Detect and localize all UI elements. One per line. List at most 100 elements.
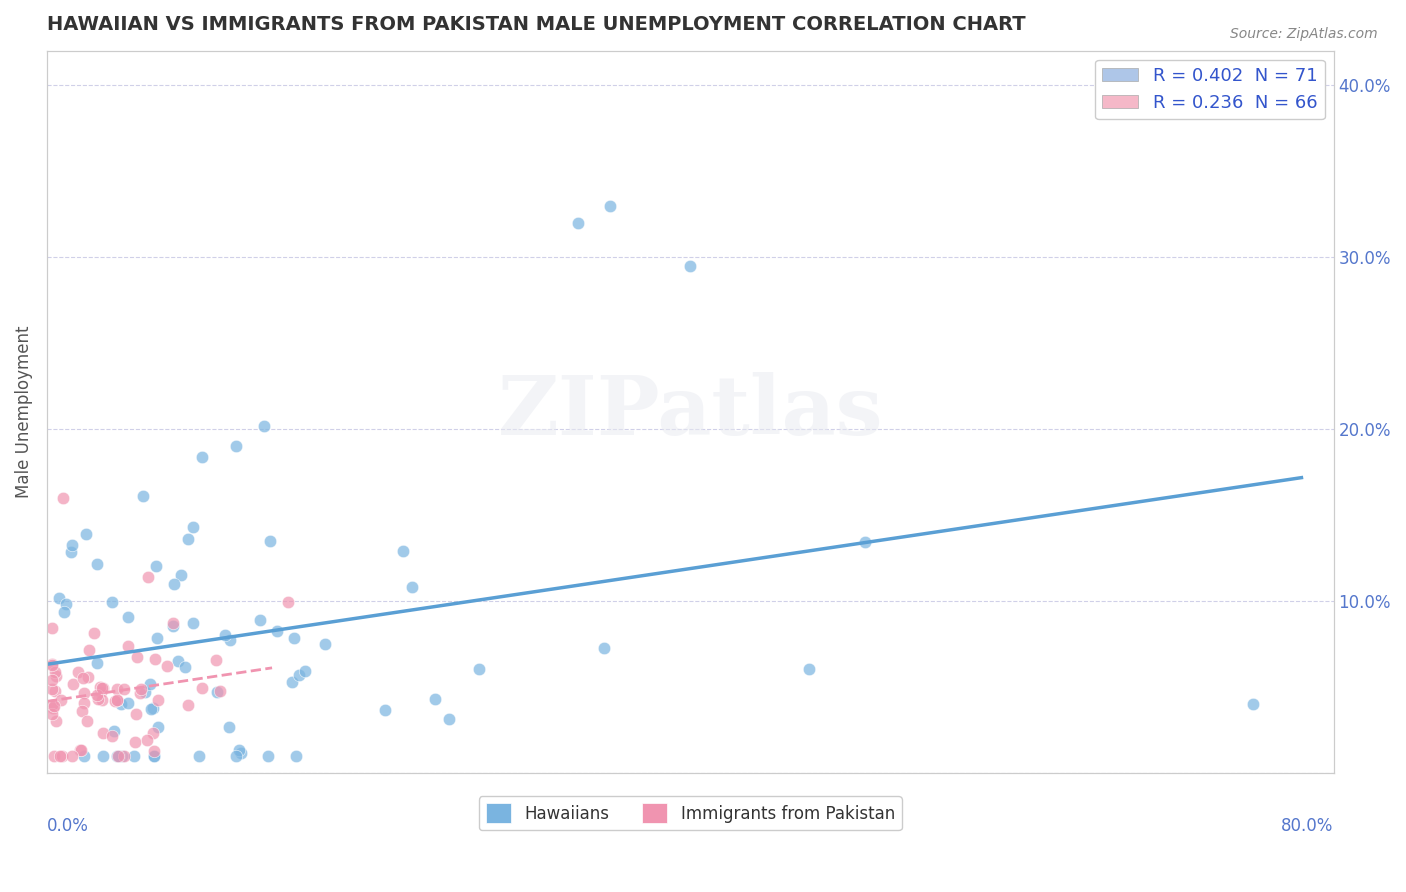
Point <box>51 693 73 707</box>
Point <box>567 216 589 230</box>
Point <box>90 681 112 695</box>
Point <box>187 749 209 764</box>
Text: 0.0%: 0.0% <box>46 816 89 835</box>
Point <box>283 631 305 645</box>
Point <box>60 749 83 764</box>
Point <box>117 610 139 624</box>
Point <box>190 681 212 696</box>
Point <box>89 680 111 694</box>
Point <box>66 665 89 680</box>
Point <box>60 538 83 552</box>
Point <box>145 652 167 666</box>
Point <box>146 693 169 707</box>
Point <box>77 669 100 683</box>
Point <box>204 653 226 667</box>
Point <box>853 535 876 549</box>
Point <box>105 681 128 696</box>
Text: 80.0%: 80.0% <box>1281 816 1334 835</box>
Point <box>73 697 96 711</box>
Point <box>162 616 184 631</box>
Point <box>135 733 157 747</box>
Point <box>101 729 124 743</box>
Point <box>145 631 167 645</box>
Point <box>1241 698 1264 712</box>
Point <box>41 698 63 712</box>
Point <box>48 591 70 605</box>
Point <box>124 735 146 749</box>
Point <box>142 701 165 715</box>
Point <box>256 749 278 764</box>
Point <box>125 650 148 665</box>
Point <box>143 749 166 764</box>
Point <box>122 749 145 764</box>
Text: HAWAIIAN VS IMMIGRANTS FROM PAKISTAN MALE UNEMPLOYMENT CORRELATION CHART: HAWAIIAN VS IMMIGRANTS FROM PAKISTAN MAL… <box>46 15 1025 34</box>
Point <box>392 544 415 558</box>
Point <box>205 685 228 699</box>
Point <box>176 698 198 712</box>
Point <box>136 569 159 583</box>
Point <box>75 526 97 541</box>
Text: ZIPatlas: ZIPatlas <box>498 372 883 452</box>
Point <box>219 633 242 648</box>
Point <box>284 749 307 764</box>
Point <box>249 613 271 627</box>
Point <box>437 712 460 726</box>
Point <box>112 681 135 696</box>
Point <box>41 657 63 672</box>
Point <box>266 624 288 638</box>
Point <box>145 558 167 573</box>
Point <box>129 686 152 700</box>
Point <box>112 749 135 764</box>
Point <box>62 677 84 691</box>
Point <box>72 704 94 718</box>
Point <box>101 595 124 609</box>
Point <box>117 639 139 653</box>
Point <box>104 694 127 708</box>
Point <box>129 682 152 697</box>
Point <box>288 667 311 681</box>
Y-axis label: Male Unemployment: Male Unemployment <box>15 326 32 499</box>
Point <box>225 439 247 453</box>
Point <box>90 685 112 699</box>
Point <box>139 677 162 691</box>
Point <box>73 749 96 764</box>
Point <box>117 696 139 710</box>
Point <box>86 656 108 670</box>
Legend: R = 0.402  N = 71, R = 0.236  N = 66: R = 0.402 N = 71, R = 0.236 N = 66 <box>1095 60 1324 120</box>
Point <box>225 749 247 764</box>
Point <box>139 701 162 715</box>
Point <box>44 749 66 764</box>
Text: Source: ZipAtlas.com: Source: ZipAtlas.com <box>1230 27 1378 41</box>
Point <box>41 673 63 687</box>
Point <box>49 749 72 764</box>
Point <box>173 660 195 674</box>
Point <box>41 707 63 722</box>
Point <box>44 684 66 698</box>
Point <box>142 726 165 740</box>
Point <box>91 749 114 764</box>
Point <box>86 688 108 702</box>
Point <box>314 637 336 651</box>
Point <box>125 707 148 722</box>
Point <box>148 719 170 733</box>
Point <box>70 743 93 757</box>
Point <box>105 692 128 706</box>
Point <box>44 665 66 680</box>
Point <box>143 749 166 764</box>
Point <box>45 714 67 729</box>
Point <box>229 747 252 761</box>
Point <box>107 749 129 764</box>
Point <box>45 669 67 683</box>
Point <box>218 720 240 734</box>
Point <box>679 259 702 273</box>
Point <box>208 684 231 698</box>
Point <box>259 534 281 549</box>
Point <box>51 749 73 764</box>
Point <box>111 749 134 764</box>
Point <box>110 697 132 711</box>
Point <box>91 726 114 740</box>
Point <box>52 491 75 505</box>
Point <box>69 743 91 757</box>
Point <box>83 625 105 640</box>
Point <box>73 686 96 700</box>
